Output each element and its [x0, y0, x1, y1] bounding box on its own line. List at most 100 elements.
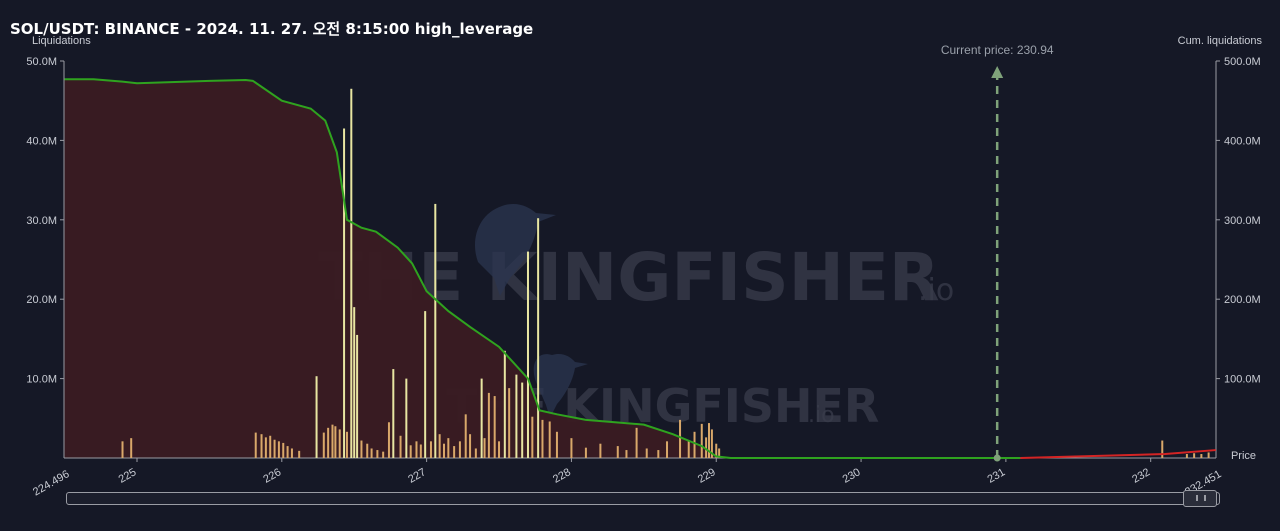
liquidation-bar	[1185, 454, 1188, 458]
liquidation-bar	[464, 414, 467, 458]
liquidation-bar	[269, 435, 272, 458]
liquidation-bar	[350, 88, 353, 458]
x-tick-label: 229	[696, 466, 718, 486]
liquidation-bar	[487, 392, 490, 458]
liquidation-bar	[438, 434, 441, 458]
liquidation-bar	[1200, 454, 1203, 458]
liquidation-bar	[708, 423, 711, 458]
liquidation-bar	[254, 432, 257, 458]
range-scrollbar[interactable]	[66, 490, 1220, 507]
liquidation-bar	[334, 426, 337, 458]
watermark-suffix: .io	[808, 403, 835, 428]
liquidation-bar	[483, 438, 486, 458]
liquidation-bar	[353, 307, 356, 458]
liquidation-bar	[570, 438, 573, 458]
chart-title: SOL/USDT: BINANCE - 2024. 11. 27. 오전 8:1…	[10, 20, 534, 38]
liquidation-bar	[599, 443, 602, 458]
liquidation-bar	[498, 441, 501, 458]
cum-liquidations-area	[64, 79, 731, 459]
liquidation-bar	[415, 441, 418, 458]
liquidation-bar	[555, 431, 558, 458]
liquidation-bar	[442, 443, 445, 458]
liquidation-bar	[360, 440, 363, 458]
liquidation-bar	[345, 431, 348, 458]
y-left-tick-label: 30.0M	[26, 215, 57, 227]
y-left-tick-label: 20.0M	[26, 294, 57, 306]
liquidation-bar	[322, 432, 325, 458]
liquidation-bar	[657, 450, 660, 458]
liquidation-bar	[434, 203, 437, 458]
liquidation-bar	[286, 446, 289, 458]
x-axis-title: Price	[1230, 450, 1256, 462]
y-right-tick-label: 300.0M	[1224, 215, 1261, 227]
liquidation-bar	[453, 446, 456, 458]
liquidation-bar	[537, 218, 540, 458]
liquidation-bar	[616, 446, 619, 458]
liquidation-bar	[710, 429, 713, 458]
y-left-axis-title: Liquidations	[32, 35, 91, 47]
liquidation-bar	[409, 445, 412, 458]
liquidation-bar	[515, 374, 518, 458]
liquidation-bar	[429, 441, 432, 458]
liquidation-bar	[474, 448, 477, 458]
cum-liquidations-line-above	[1020, 449, 1216, 459]
liquidation-bar	[130, 438, 133, 458]
y-right-tick-label: 400.0M	[1224, 135, 1261, 147]
liquidation-bar	[447, 438, 450, 458]
liquidation-bar	[679, 419, 682, 458]
liquidation-bar	[370, 448, 373, 458]
y-right-tick-label: 500.0M	[1224, 56, 1261, 68]
liquidation-bar	[282, 442, 285, 458]
liquidation-bar	[315, 376, 318, 458]
liquidation-bar	[493, 396, 496, 458]
liquidation-bar	[1207, 452, 1210, 458]
liquidation-bar	[687, 440, 690, 458]
y-right-tick-label: 100.0M	[1224, 374, 1261, 386]
liquidation-bar	[264, 437, 267, 458]
y-right-tick-label: 200.0M	[1224, 294, 1261, 306]
x-tick-label: 232	[1130, 466, 1152, 486]
liquidation-bar	[526, 251, 529, 458]
liquidation-bar	[705, 437, 708, 458]
liquidation-bar	[718, 448, 721, 458]
liquidation-bar	[424, 311, 427, 458]
y-left-tick-label: 50.0M	[26, 56, 57, 68]
current-price-arrow-icon	[991, 66, 1004, 78]
liquidation-bar	[121, 441, 124, 458]
liquidation-bar	[260, 434, 263, 458]
liquidation-bar	[419, 444, 422, 458]
liquidation-bar	[625, 450, 628, 458]
liquidation-bar	[548, 421, 551, 458]
x-tick-label: 226	[261, 466, 283, 486]
liquidation-bar	[331, 424, 334, 458]
liquidation-bar	[531, 416, 534, 458]
current-price-dot	[993, 454, 1001, 462]
x-tick-label: 230	[841, 466, 863, 486]
liquidation-bar	[1161, 440, 1164, 458]
liquidation-bar	[458, 441, 461, 458]
liquidation-bar	[405, 378, 408, 458]
liquidation-bar	[382, 451, 385, 458]
liquidation-bar	[338, 429, 341, 458]
scrollbar-thumb[interactable]	[1183, 490, 1217, 507]
cum-liquidations-line	[64, 78, 1021, 459]
liquidation-bar	[584, 447, 587, 458]
liquidation-bar	[290, 448, 293, 458]
y-left-tick-label: 10.0M	[26, 374, 57, 386]
x-tick-label: 231	[985, 466, 1007, 486]
liquidation-bar	[376, 450, 379, 458]
liquidation-bar	[343, 128, 346, 459]
liquidation-bar	[277, 441, 280, 458]
liquidation-bar	[715, 443, 718, 458]
current-price-label: Current price: 230.94	[941, 43, 1054, 57]
x-tick-label: 225	[117, 466, 139, 486]
liquidation-bar	[327, 427, 330, 458]
liquidation-bar	[392, 369, 395, 458]
liquidation-bar	[366, 443, 369, 458]
liquidation-bar	[298, 450, 301, 458]
x-tick-label: 227	[406, 466, 428, 486]
liquidation-bar	[399, 435, 402, 458]
liquidation-bar	[387, 422, 390, 458]
